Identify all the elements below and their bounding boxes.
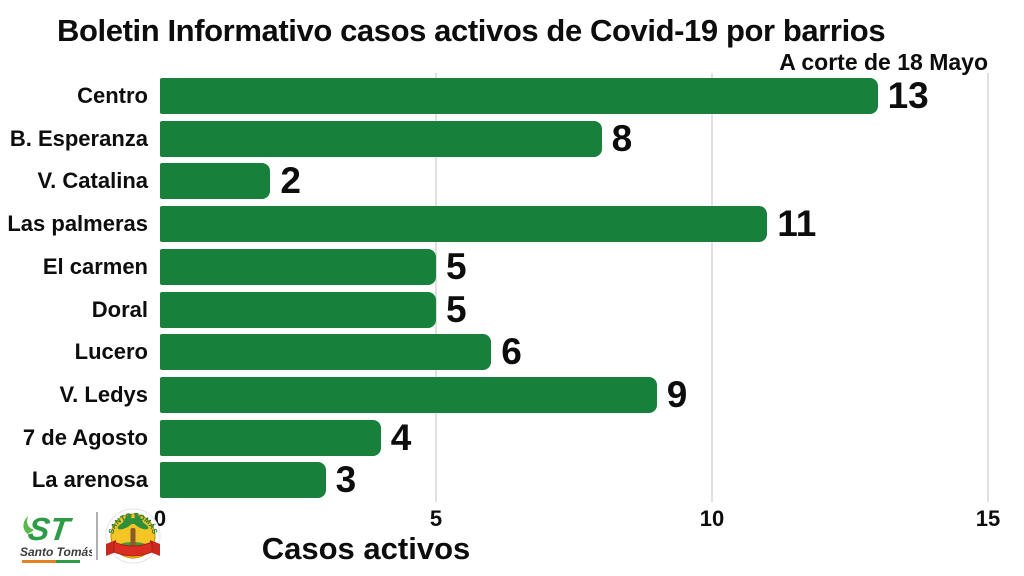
category-label: V. Catalina [37,168,148,194]
crest-ribbon-icon [106,540,160,557]
bar-row-2: V. Catalina 2 [0,160,1024,202]
gridline-5 [435,73,437,502]
category-label: V. Ledys [59,381,148,407]
bar-row-7: V. Ledys 9 [0,373,1024,415]
bar-row-4: El carmen 5 [0,245,1024,287]
bar [160,334,492,371]
category-label: La arenosa [31,467,148,493]
value-label: 13 [887,75,929,116]
value-label: 4 [390,416,412,458]
bar [160,248,436,285]
bar-row-5: Doral 5 [0,288,1024,330]
x-tick-5: 5 [429,506,443,531]
st-monogram: ST [26,511,74,547]
category-label: Lucero [74,339,148,365]
bar-row-0: Centro 13 [0,75,1024,116]
category-label: B. Esperanza [9,125,148,151]
value-label: 5 [446,288,467,330]
x-tick-10: 10 [699,506,725,531]
bar-row-1: B. Esperanza 8 [0,117,1024,159]
logo-divider [96,512,98,560]
bar [160,78,878,114]
santo-tomas-logo: ST Santo Tomás [20,511,92,563]
category-label: Centro [77,83,148,108]
x-axis-label: Casos activos [261,531,471,566]
logo-accent-strip-2 [56,560,80,563]
bar-row-9: La arenosa 3 [0,459,1024,501]
crest-palm-fronds-icon [117,514,149,530]
gridline-layer [0,73,1024,502]
crest-palm-trunk-icon [130,528,136,550]
bar [160,419,381,456]
bar [160,376,657,413]
value-label: 9 [666,373,688,415]
category-label: Doral [91,296,148,322]
value-label: 5 [446,245,467,287]
gridline-10 [711,73,713,502]
bar-row-3: Las palmeras 11 [0,203,1024,245]
value-label: 11 [777,203,817,245]
logo-accent-strip [22,560,56,563]
gridline-15 [987,73,989,502]
bar-row-6: Lucero 6 [0,331,1024,373]
leaf-swoosh-icon [23,516,35,534]
bar [160,163,271,200]
bar-row-8: 7 de Agosto 4 [0,416,1024,458]
x-tick-15: 15 [975,506,1001,531]
value-label: 2 [280,160,301,202]
santo-tomas-wordmark: Santo Tomás [20,545,92,559]
bar [160,206,768,243]
category-label: Las palmeras [7,211,148,237]
category-label: 7 de Agosto [22,424,148,450]
value-label: 8 [611,117,633,159]
chart-title: Boletin Informativo casos activos de Cov… [57,13,886,48]
bar [160,291,436,328]
bar [160,462,326,499]
value-label: 3 [335,459,357,501]
category-label: El carmen [42,253,148,279]
bar [160,120,602,157]
value-label: 6 [501,331,522,373]
chart-subtitle: A corte de 18 Mayo [779,49,988,75]
